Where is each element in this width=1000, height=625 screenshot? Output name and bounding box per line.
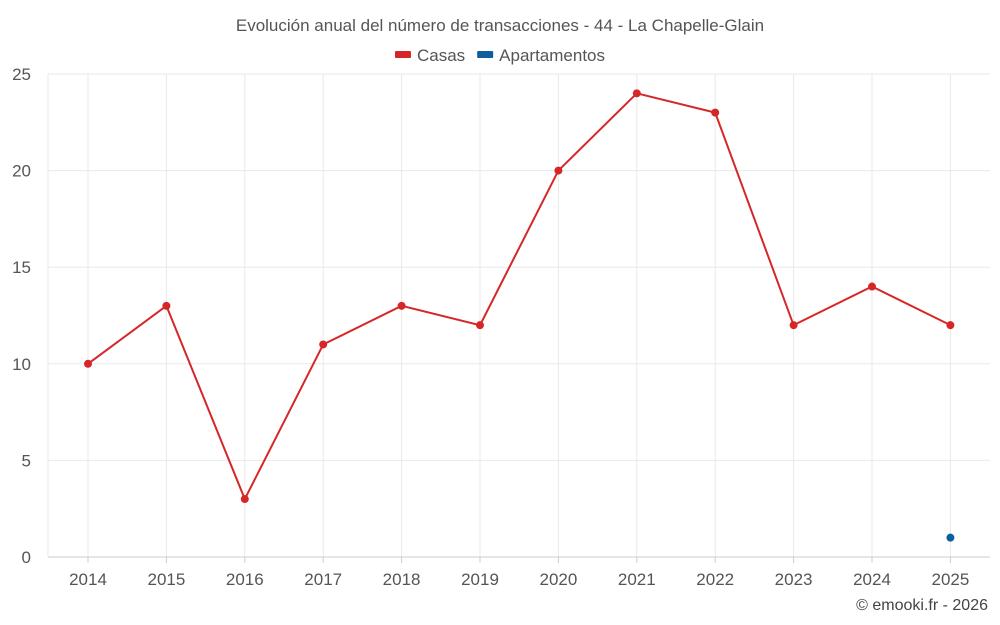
x-tick-label: 2016 xyxy=(226,570,264,589)
x-tick-label: 2014 xyxy=(69,570,107,589)
x-tick-label: 2019 xyxy=(461,570,499,589)
data-point xyxy=(711,108,720,117)
legend-swatch xyxy=(477,51,494,58)
data-point xyxy=(162,301,171,310)
x-tick-label: 2021 xyxy=(618,570,656,589)
legend-label: Casas xyxy=(417,46,465,65)
credit-text: © emooki.fr - 2026 xyxy=(856,597,988,614)
chart-title: Evolución anual del número de transaccio… xyxy=(236,16,764,35)
data-point xyxy=(319,340,328,349)
x-tick-label: 2022 xyxy=(696,570,734,589)
y-tick-label: 20 xyxy=(12,162,31,181)
x-tick-label: 2025 xyxy=(931,570,969,589)
data-point xyxy=(397,301,406,310)
legend-item-apartamentos: Apartamentos xyxy=(477,46,605,65)
x-tick-label: 2018 xyxy=(383,570,421,589)
series-casas xyxy=(84,89,955,504)
data-point xyxy=(946,533,955,542)
data-point xyxy=(554,166,563,175)
x-tick-label: 2015 xyxy=(147,570,185,589)
y-tick-label: 25 xyxy=(12,65,31,84)
y-tick-label: 0 xyxy=(22,548,31,567)
data-point xyxy=(789,321,798,330)
x-tick-label: 2020 xyxy=(539,570,577,589)
x-tick-label: 2017 xyxy=(304,570,342,589)
legend-swatch xyxy=(394,51,411,58)
y-tick-label: 5 xyxy=(22,451,31,470)
x-tick-label: 2024 xyxy=(853,570,891,589)
grid xyxy=(48,73,990,557)
series-line-casas xyxy=(87,92,951,502)
x-tick-label: 2023 xyxy=(775,570,813,589)
y-tick-label: 10 xyxy=(12,355,31,374)
data-point xyxy=(632,89,641,98)
series xyxy=(84,89,955,542)
data-point xyxy=(476,321,484,330)
data-point xyxy=(84,359,92,368)
data-point xyxy=(240,495,249,504)
legend-item-casas: Casas xyxy=(394,46,465,65)
legend-label: Apartamentos xyxy=(499,46,605,65)
series-apartamentos xyxy=(946,533,955,542)
data-point xyxy=(946,321,955,330)
legend: Casas Apartamentos xyxy=(394,46,605,65)
y-tick-label: 15 xyxy=(12,258,31,277)
data-point xyxy=(868,282,876,291)
